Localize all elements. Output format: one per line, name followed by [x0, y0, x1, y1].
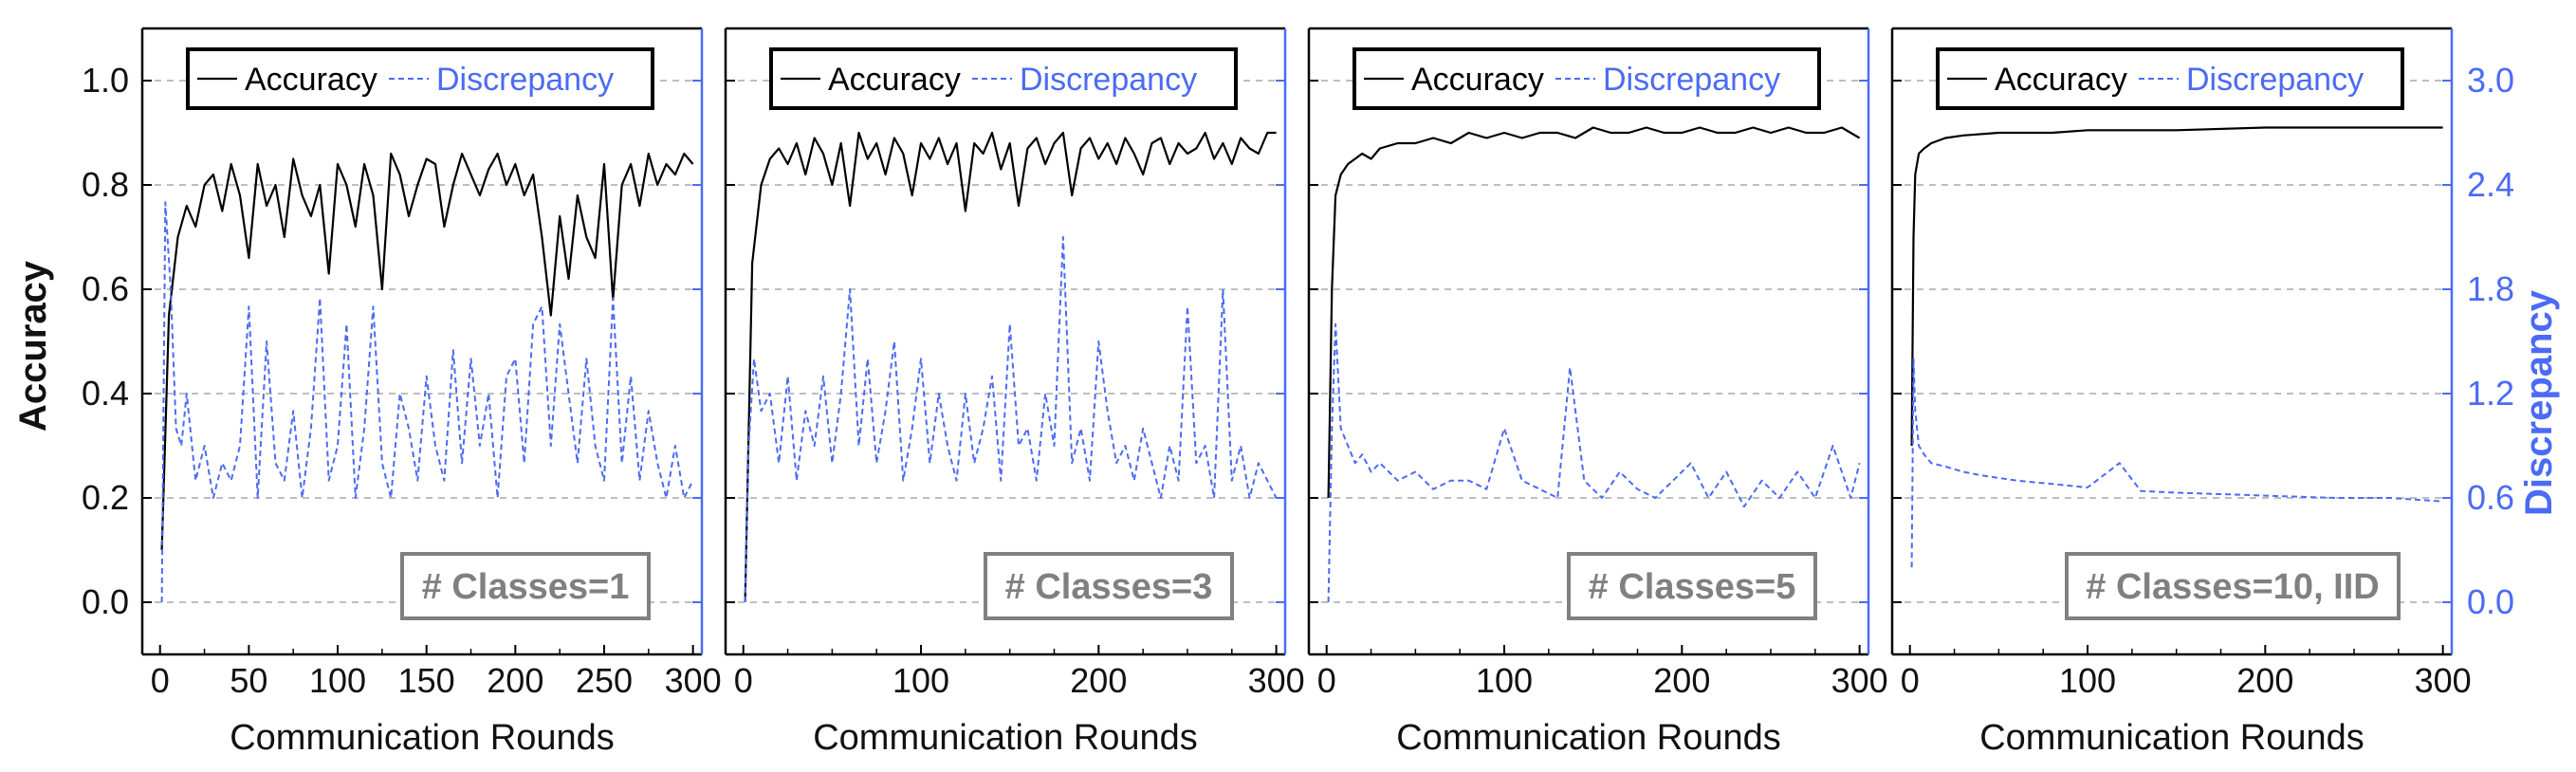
right-y-tick-label: 0.0	[2467, 582, 2514, 621]
x-tick-label: 300	[1831, 661, 1888, 700]
right-y-tick-label: 1.8	[2467, 269, 2514, 308]
left-y-tick-label: 0.8	[82, 165, 129, 204]
legend-discrepancy-label: Discrepancy	[2186, 62, 2364, 98]
left-y-axis-title: Accuracy	[12, 260, 54, 432]
legend-accuracy-label: Accuracy	[828, 62, 961, 98]
left-y-tick-label: 0.6	[82, 269, 129, 308]
legend-discrepancy-label: Discrepancy	[1603, 62, 1780, 98]
accuracy-series-line	[1327, 126, 1861, 499]
chart-panel-4: 0.0 0.6 1.2 1.8 2.4 3.0 0 100 200 300 Accuracy Disc…	[1890, 27, 2514, 758]
legend: Accuracy Discrepancy	[186, 47, 654, 110]
x-axis-title: Communication Rounds	[813, 718, 1198, 758]
legend: Accuracy Discrepancy	[1936, 47, 2404, 110]
discrepancy-series-line	[1910, 358, 2443, 568]
left-y-tick-label: 1.0	[82, 61, 129, 100]
discrepancy-series-line	[744, 236, 1278, 603]
annotation-badge-box	[1567, 552, 1817, 620]
accuracy-series-line	[744, 131, 1277, 603]
x-tick-label: 150	[398, 661, 455, 700]
annotation-badge-text: # Classes=5	[1589, 567, 1796, 607]
x-tick-label: 100	[2059, 661, 2116, 700]
annotation-badge: # Classes=10, IID	[2065, 552, 2401, 620]
x-tick-label: 0	[1317, 661, 1336, 700]
legend-discrepancy-label: Discrepancy	[436, 62, 614, 98]
right-y-tick-label: 1.2	[2467, 374, 2514, 413]
right-y-axis-title: Discrepancy	[2518, 289, 2560, 516]
left-y-tick-label: 0.0	[82, 582, 129, 621]
right-y-tick-label: 0.6	[2467, 478, 2514, 517]
x-tick-label: 200	[2236, 661, 2293, 700]
annotation-badge-box	[984, 552, 1234, 620]
x-tick-label: 200	[1070, 661, 1127, 700]
chart-panel-1: 0.0 0.2 0.4 0.6 0.8 1.0 0 50 100 150 200 250 300 Accu…	[82, 27, 722, 758]
legend: Accuracy Discrepancy	[1352, 47, 1821, 110]
annotation-badge-box	[400, 552, 651, 620]
accuracy-series-line	[160, 152, 694, 551]
x-tick-label: 50	[230, 661, 267, 700]
legend-box	[1352, 47, 1821, 110]
right-y-tick-label: 2.4	[2467, 165, 2514, 204]
annotation-badge-text: # Classes=3	[1005, 567, 1213, 607]
chart-panel-3: 0 100 200 300 Accuracy Discrepancy # Classes=5…	[1307, 27, 1888, 758]
legend-accuracy-label: Accuracy	[1411, 62, 1544, 98]
annotation-badge: # Classes=1	[400, 552, 651, 620]
left-y-tick-label: 0.2	[82, 478, 129, 517]
chart-panel-2: 0 100 200 300 Accuracy Discrepancy # Classes=3…	[724, 27, 1305, 758]
x-tick-label: 100	[892, 661, 949, 700]
x-axis-title: Communication Rounds	[1396, 718, 1781, 758]
x-tick-label: 0	[151, 661, 170, 700]
x-tick-label: 250	[576, 661, 633, 700]
x-axis-title: Communication Rounds	[230, 718, 615, 758]
x-tick-label: 200	[1653, 661, 1710, 700]
annotation-badge-text: # Classes=1	[422, 567, 630, 607]
x-tick-label: 100	[1476, 661, 1533, 700]
x-tick-label: 200	[487, 661, 543, 700]
discrepancy-series-line	[1327, 322, 1861, 603]
discrepancy-series-line	[160, 201, 694, 603]
annotation-badge: # Classes=3	[984, 552, 1234, 620]
annotation-badge-box	[2065, 552, 2401, 620]
annotation-badge-text: # Classes=10, IID	[2086, 567, 2380, 607]
legend: Accuracy Discrepancy	[769, 47, 1238, 110]
right-y-tick-label: 3.0	[2467, 61, 2514, 100]
x-tick-label: 100	[309, 661, 366, 700]
x-tick-label: 300	[665, 661, 722, 700]
accuracy-series-line	[1910, 126, 2443, 447]
legend-accuracy-label: Accuracy	[1995, 62, 2127, 98]
left-y-tick-label: 0.4	[82, 374, 129, 413]
legend-discrepancy-label: Discrepancy	[1020, 62, 1197, 98]
chart-panels: 0.0 0.2 0.4 0.6 0.8 1.0 0 50 100 150 200 250 300 Accu…	[82, 27, 2514, 758]
x-tick-label: 300	[1248, 661, 1305, 700]
legend-accuracy-label: Accuracy	[245, 62, 377, 98]
x-axis-title: Communication Rounds	[1979, 718, 2364, 758]
x-tick-label: 300	[2415, 661, 2472, 700]
x-tick-label: 0	[734, 661, 753, 700]
x-tick-label: 0	[1901, 661, 1920, 700]
annotation-badge: # Classes=5	[1567, 552, 1817, 620]
